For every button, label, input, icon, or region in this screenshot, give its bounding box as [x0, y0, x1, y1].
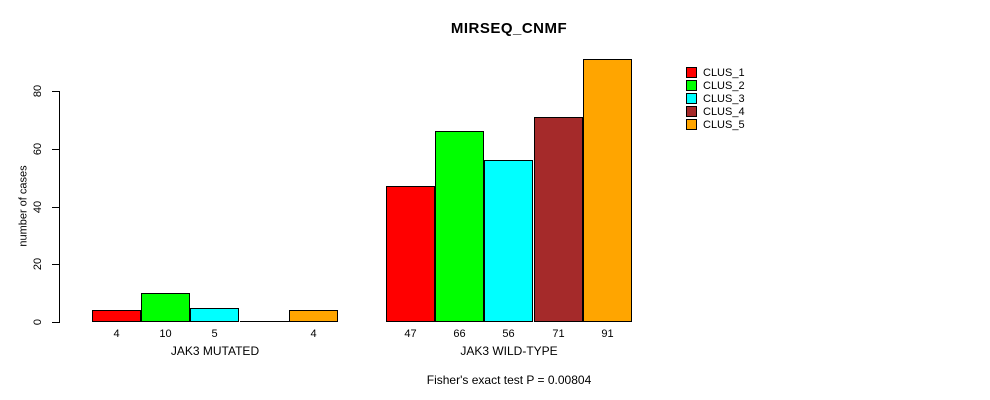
- legend-color-swatch: [686, 119, 697, 130]
- bar-value-label: 91: [601, 328, 614, 340]
- bar-value-label: 66: [453, 328, 466, 340]
- bar-value-label: 5: [211, 328, 218, 340]
- legend-item: CLUS_3: [686, 92, 745, 105]
- y-axis-tick: [52, 322, 60, 323]
- legend-color-swatch: [686, 93, 697, 104]
- bar-value-label: 71: [552, 328, 565, 340]
- legend-label: CLUS_2: [703, 79, 745, 92]
- group-label-2: JAK3 WILD-TYPE: [460, 344, 558, 358]
- bar-clus_3-group2: [484, 160, 533, 322]
- legend-color-swatch: [686, 67, 697, 78]
- bar-value-label: 10: [159, 328, 172, 340]
- bar-clus_2-group1: [141, 293, 190, 322]
- legend-item: CLUS_4: [686, 105, 745, 118]
- y-axis-tick: [52, 91, 60, 92]
- fisher-test-caption: Fisher's exact test P = 0.00804: [426, 373, 592, 387]
- legend-item: CLUS_5: [686, 118, 745, 131]
- legend-item: CLUS_1: [686, 66, 745, 79]
- y-axis-tick-label: 60: [32, 142, 44, 156]
- bar-clus_2-group2: [435, 131, 484, 322]
- y-axis-tick: [52, 149, 60, 150]
- bar-clus_4-group2: [534, 117, 583, 322]
- legend-item: CLUS_2: [686, 79, 745, 92]
- bar-value-label: 4: [113, 328, 120, 340]
- bar-clus_5-group1: [289, 310, 338, 322]
- bar-clus_5-group2: [583, 59, 632, 322]
- y-axis-tick-label: 0: [32, 318, 44, 326]
- y-axis-tick: [52, 264, 60, 265]
- legend-label: CLUS_1: [703, 66, 745, 79]
- bar-value-label: 47: [404, 328, 417, 340]
- y-axis-tick-label: 20: [32, 257, 44, 271]
- y-axis-tick: [52, 207, 60, 208]
- y-axis-tick-label: 40: [32, 200, 44, 214]
- legend-label: CLUS_3: [703, 92, 745, 105]
- group-label-1: JAK3 MUTATED: [170, 344, 260, 358]
- bar-clus_4-group1: [240, 321, 289, 322]
- bar-clus_3-group1: [190, 308, 239, 322]
- legend-color-swatch: [686, 80, 697, 91]
- bar-value-label: 56: [502, 328, 515, 340]
- legend-color-swatch: [686, 106, 697, 117]
- legend-label: CLUS_4: [703, 105, 745, 118]
- legend-label: CLUS_5: [703, 118, 745, 131]
- chart-title: MIRSEQ_CNMF: [450, 20, 568, 37]
- y-axis-label: number of cases: [17, 165, 30, 247]
- bar-value-label: 4: [310, 328, 317, 340]
- y-axis-tick-label: 80: [32, 84, 44, 98]
- legend: CLUS_1 CLUS_2 CLUS_3 CLUS_4 CLUS_5: [686, 66, 745, 131]
- bar-clus_1-group1: [92, 310, 141, 322]
- bar-clus_1-group2: [386, 186, 435, 322]
